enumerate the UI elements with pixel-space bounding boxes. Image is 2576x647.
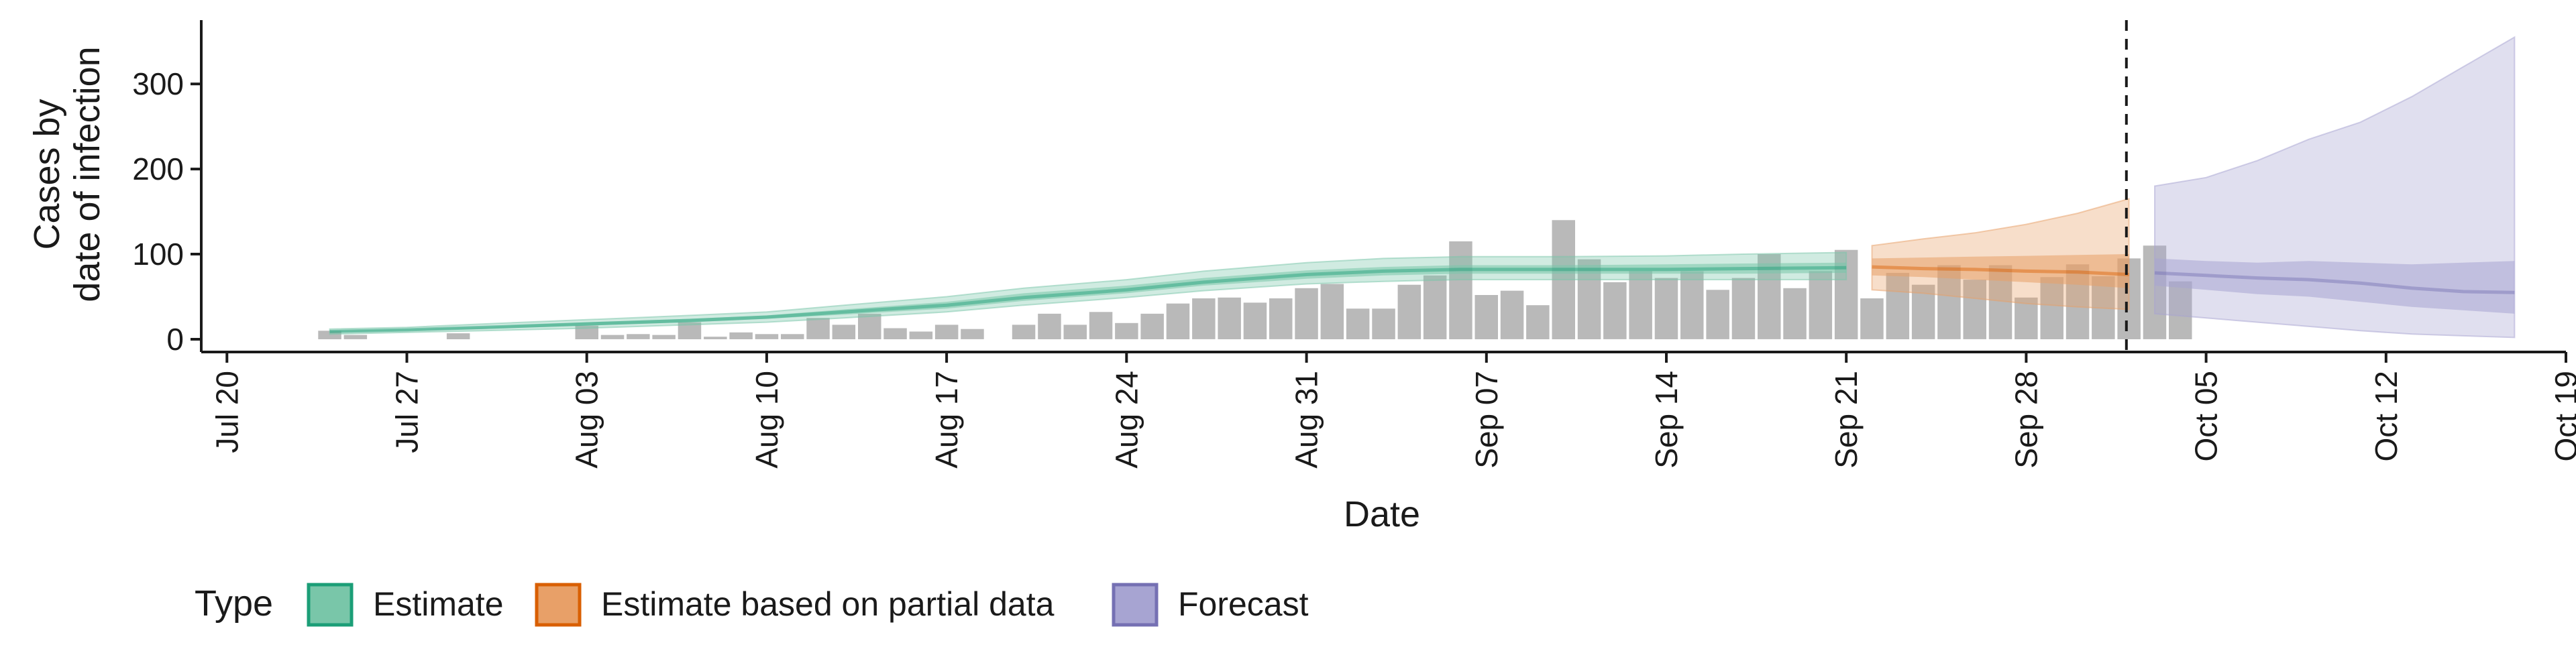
legend-title: Type [195, 583, 273, 624]
case-count-bar [575, 325, 598, 339]
case-count-bar [1731, 278, 1756, 339]
case-count-bar [858, 313, 881, 339]
case-count-bar [1500, 290, 1524, 339]
x-tick-label: Oct 19 [2548, 371, 2576, 462]
case-count-bar [781, 334, 804, 339]
x-tick-label: Sep 21 [1829, 371, 1864, 469]
case-count-bar [1423, 275, 1447, 339]
bands-layer [329, 36, 2516, 339]
case-count-bar [1629, 271, 1652, 339]
case-count-bar [961, 329, 984, 339]
x-tick-label: Aug 10 [749, 371, 784, 469]
case-count-bar [883, 328, 907, 339]
y-tick-label: 100 [132, 237, 184, 272]
case-count-bar [1218, 297, 1241, 339]
case-count-bar [1474, 295, 1498, 339]
case-count-bar [1115, 322, 1138, 339]
case-count-bar [1372, 308, 1395, 339]
case-count-bar [704, 337, 727, 339]
y-ticks: 0 100 200 300 [132, 66, 201, 357]
case-count-bar [600, 335, 625, 339]
legend-label-estimate-based-on-partial-data: Estimate based on partial data [601, 585, 1055, 623]
x-tick-label: Aug 03 [570, 371, 604, 469]
case-count-bar [1886, 273, 1910, 339]
case-count-bar [318, 331, 341, 339]
y-axis-label-line-1: Cases by [27, 99, 67, 249]
x-tick-label: Jul 27 [390, 371, 425, 453]
case-count-bar [1680, 271, 1704, 339]
x-tick-label: Oct 12 [2369, 371, 2404, 462]
forecast-median-line [2154, 271, 2515, 294]
case-count-bar [343, 335, 368, 339]
x-tick-label: Sep 28 [2008, 371, 2043, 469]
y-tick-label: 300 [132, 66, 184, 101]
estimate-based-on-partial-data-90-interval-band [1871, 198, 2130, 310]
case-count-bar [1089, 312, 1113, 339]
case-count-bar [1449, 241, 1472, 339]
case-count-bar [1860, 298, 1884, 339]
legend: Type Estimate Estimate based on partial d… [195, 583, 1309, 627]
case-count-bar [1295, 288, 1318, 339]
case-count-bar [1809, 271, 1833, 339]
x-tick-label: Jul 20 [209, 371, 244, 453]
case-count-bar [729, 332, 753, 339]
x-tick-label: Sep 07 [1469, 371, 1504, 469]
estimate-based-on-partial-data-50-interval-band [1872, 254, 2129, 288]
y-tick-label: 0 [166, 322, 184, 357]
y-axis-label-line-2: date of infection [67, 46, 107, 302]
case-count-bar [2169, 281, 2192, 339]
case-count-bar [1192, 298, 1216, 339]
case-count-bar [1140, 313, 1164, 339]
case-count-bar [1397, 284, 1421, 339]
case-count-bar [1654, 278, 1678, 339]
case-count-bar [1706, 290, 1729, 339]
x-tick-label: Aug 31 [1289, 371, 1324, 469]
x-tick-label: Aug 24 [1109, 371, 1144, 469]
case-count-bar [2040, 277, 2063, 339]
axes-layer [200, 20, 2566, 353]
legend-label-forecast: Forecast [1178, 585, 1309, 623]
case-count-bar [1063, 325, 1087, 339]
case-count-bar [755, 334, 779, 339]
case-count-bar [1038, 313, 1061, 339]
x-ticks: Jul 20 Jul 27 Aug 03 Aug 10 Aug 17 Aug 24 Aug … [209, 352, 2576, 469]
case-count-bar [1963, 280, 1986, 339]
legend-swatch-estimate [307, 583, 354, 627]
case-count-bar [652, 335, 676, 339]
case-count-bar [1320, 284, 1344, 339]
case-count-bar [934, 325, 959, 339]
case-count-bar [1783, 288, 1807, 339]
x-tick-label: Sep 14 [1649, 371, 1684, 469]
legend-swatch-estimate-based-on-partial-data [535, 583, 582, 627]
estimate-median-line [329, 266, 1847, 333]
case-count-bar [909, 331, 933, 339]
case-count-bar [1243, 302, 1267, 339]
estimate-50-interval-band [329, 262, 1847, 333]
legend-label-estimate: Estimate [373, 585, 504, 623]
y-tick-label: 200 [132, 152, 184, 186]
bars-layer [318, 220, 2192, 339]
case-count-bar [1603, 282, 1627, 339]
case-count-bar [806, 318, 830, 339]
case-count-bar [1012, 325, 1036, 339]
case-count-bar [1269, 298, 1293, 339]
case-count-bar [832, 325, 856, 339]
x-tick-label: Aug 17 [929, 371, 964, 469]
x-tick-label: Oct 05 [2189, 371, 2224, 462]
case-count-bar [446, 333, 470, 339]
case-count-bar [1346, 308, 1370, 339]
case-count-bar [1526, 305, 1550, 339]
case-count-bar [1166, 303, 1190, 339]
x-axis-label: Date [1344, 494, 1420, 534]
case-count-bar [627, 334, 650, 339]
estimate-based-on-partial-data-median-line [1872, 265, 2129, 276]
forecast-50-interval-band [2155, 258, 2515, 314]
legend-swatch-forecast [1112, 583, 1159, 627]
